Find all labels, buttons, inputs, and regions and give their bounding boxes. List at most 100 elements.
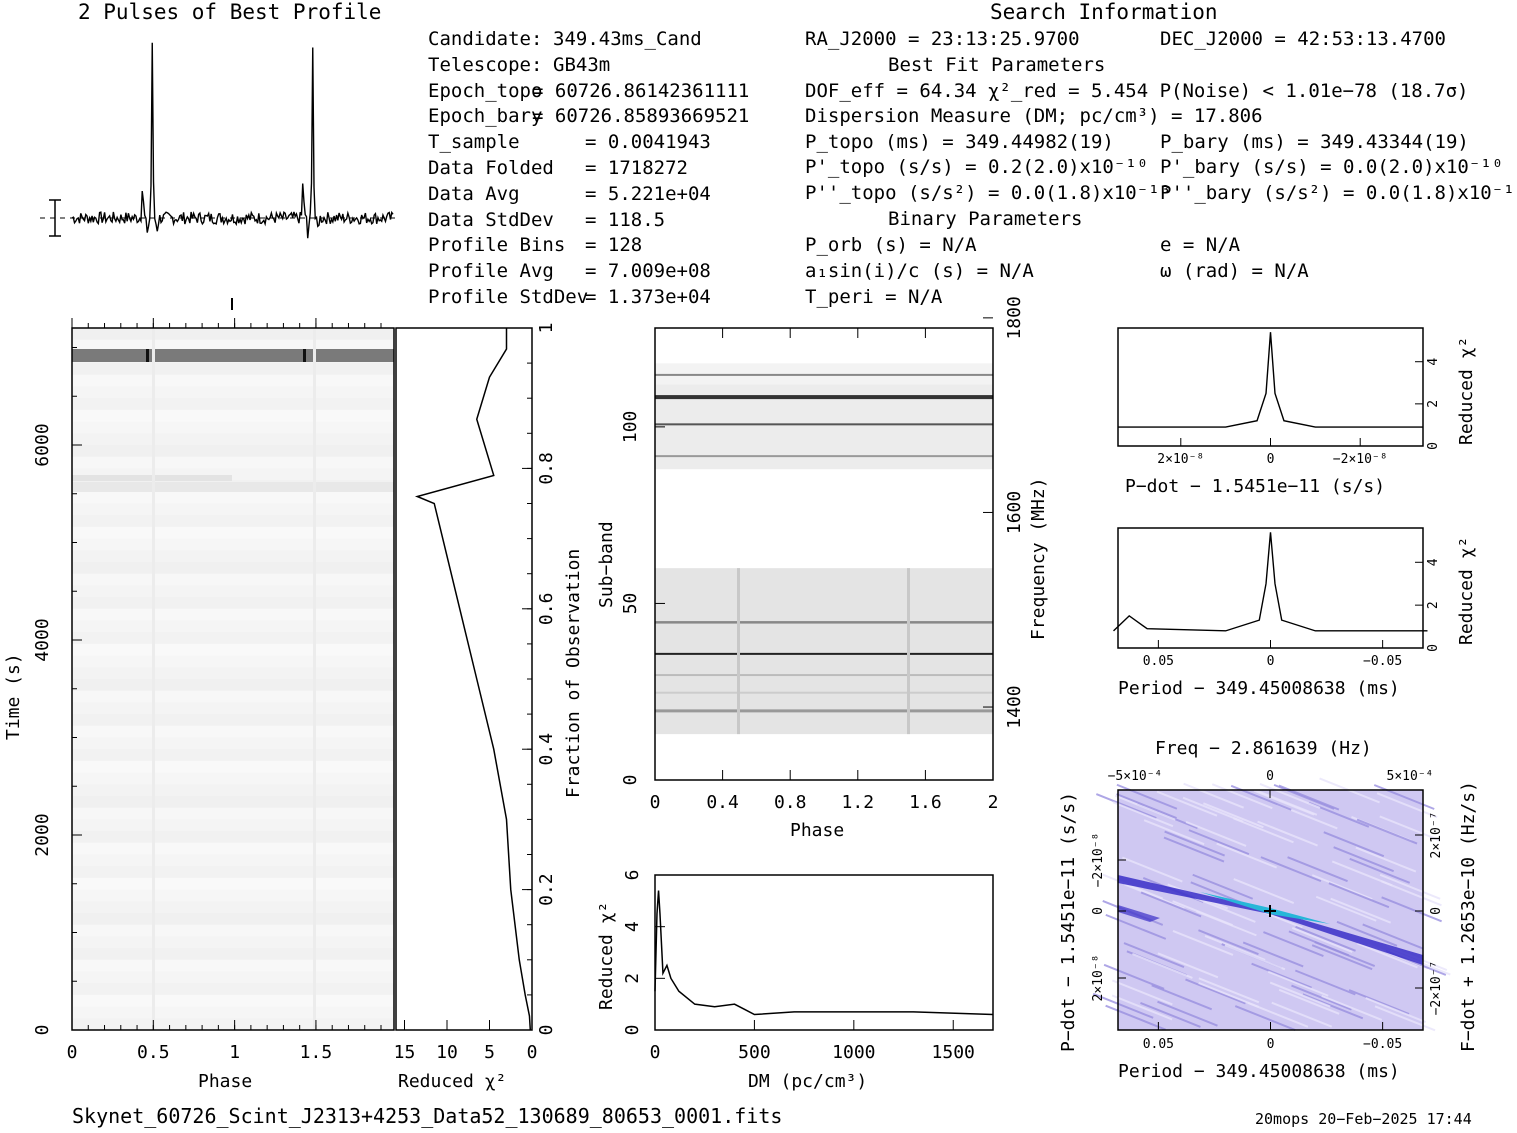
- ppdot-streak: [1381, 896, 1443, 923]
- fraction-ytick-label: 0.8: [536, 452, 557, 485]
- time-phase-ytick-label: 6000: [32, 423, 53, 466]
- fraction-ytick-label: 0.4: [536, 733, 557, 766]
- ppdot-ridge: [1118, 875, 1423, 965]
- time-phase-xtick-label: 1.5: [300, 1042, 333, 1063]
- ppdot-streak: [1263, 931, 1324, 957]
- time-phase-row: [72, 398, 394, 410]
- ppdot-streak: [1163, 836, 1225, 863]
- dm-xtick-label: 500: [738, 1042, 771, 1063]
- ppdot-streak: [1157, 1000, 1218, 1027]
- ppdot-streak: [1259, 783, 1321, 809]
- ppdot-streak: [1103, 963, 1165, 990]
- time-phase-row: [72, 760, 394, 773]
- ppdot-streak: [1164, 830, 1226, 857]
- ppdot-streak: [1348, 989, 1410, 1015]
- best-fit-title: Best Fit Parameters: [888, 54, 1106, 76]
- ppdot-streak: [1095, 793, 1157, 820]
- subband-channel-line: [655, 674, 993, 677]
- ppdot-streak: [1198, 929, 1259, 956]
- info-label: Epoch_topo: [428, 79, 543, 102]
- time-phase-row: [72, 679, 394, 691]
- ppdot-streak: [1291, 926, 1353, 953]
- subband-channel-line: [655, 395, 993, 400]
- time-phase-row: [72, 445, 394, 457]
- time-phase-row: [72, 983, 394, 995]
- info-label: Profile StdDev: [428, 286, 589, 308]
- time-phase-row: [72, 714, 394, 726]
- ppdot-streak: [1116, 783, 1178, 810]
- dm-xtick-label: 1000: [832, 1042, 875, 1063]
- ppdot-streak: [1183, 782, 1244, 809]
- subband-xtick-label: 2: [988, 792, 999, 813]
- time-phase-row: [72, 632, 394, 644]
- ppdot-streak: [1294, 969, 1356, 996]
- dof-text: DOF_eff = 64.34 χ²_red = 5.454 P(Noise) …: [805, 80, 1469, 102]
- redchi-xtick-label: 10: [436, 1042, 458, 1063]
- dm-ytick-label: 2: [622, 973, 643, 984]
- time-phase-row: [72, 725, 394, 738]
- ppdot-streak: [1362, 923, 1424, 950]
- pdot-xlabel: P−dot − 1.5451e−11 (s/s): [1125, 476, 1386, 497]
- time-phase-row: [72, 784, 394, 796]
- dec-text: DEC_J2000 = 42:53:13.4700: [1160, 28, 1446, 50]
- ppdot-xtick-label: 0: [1267, 1037, 1275, 1052]
- ppdot-ytick-label: 0: [1091, 907, 1106, 915]
- ppdot-streak: [1273, 783, 1335, 810]
- ppdot-streak: [1234, 1005, 1296, 1031]
- ppdot-streak: [1132, 953, 1193, 979]
- ppdot-y2tick-label: 2×10⁻⁷: [1429, 812, 1444, 859]
- ppdot-streak: [1204, 935, 1266, 961]
- time-phase-row: [72, 737, 394, 750]
- time-phase-row: [72, 339, 394, 352]
- ppdot-streak: [1269, 981, 1331, 1008]
- subband-band: [655, 568, 993, 735]
- filename-footer: Skynet_60726_Scint_J2313+4253_Data52_130…: [72, 1104, 783, 1128]
- time-phase-row: [72, 772, 394, 785]
- ppdot-ridge2: [1118, 905, 1160, 922]
- time-phase-row: [72, 526, 394, 539]
- subband-ytick-label: 100: [620, 411, 641, 444]
- ppdot-streak: [1336, 920, 1398, 947]
- time-phase-row: [72, 468, 394, 481]
- period-frame: [1117, 527, 1424, 649]
- time-phase-row: [72, 655, 394, 668]
- ppdot-streak: [1331, 860, 1393, 887]
- ppdot-streak: [1315, 895, 1377, 922]
- time-phase-row: [72, 866, 394, 878]
- fraction-ytick-label: 0.2: [536, 873, 557, 906]
- info-label: Epoch_bary: [428, 105, 543, 128]
- period-line: [1113, 532, 1428, 632]
- time-phase-xtick-label: 0.5: [137, 1042, 170, 1063]
- time-phase-row: [72, 842, 394, 855]
- ppdot-streak: [1105, 1004, 1166, 1031]
- info-value: = 128: [585, 234, 643, 257]
- time-phase-row: [72, 807, 394, 820]
- ppdot-streak: [1251, 962, 1312, 989]
- time-phase-row: [72, 608, 394, 621]
- ppdot-streak: [1114, 794, 1176, 821]
- redchi-time-frame: [395, 327, 533, 1031]
- binary-title: Binary Parameters: [888, 208, 1083, 230]
- profile-line: [71, 42, 394, 239]
- time-phase-ytick-label: 0: [32, 1025, 53, 1036]
- a1-text: a₁sin(i)/c (s) = N/A: [805, 260, 1034, 282]
- time-phase-bright-row: [72, 349, 394, 362]
- time-phase-pulse-col: [152, 328, 155, 1030]
- time-phase-ytick-label: 2000: [32, 813, 53, 856]
- dm-ytick-label: 6: [622, 870, 643, 881]
- ppdot-streak: [1143, 819, 1205, 846]
- time-phase-row: [72, 550, 394, 562]
- info-label: T_sample: [428, 131, 520, 154]
- p-bary-text: P_bary (ms) = 349.43344(19): [1160, 131, 1469, 153]
- ppdot-streak: [1357, 942, 1418, 969]
- time-phase-row: [72, 585, 394, 598]
- info-label: Data Folded: [428, 157, 554, 179]
- pdot-xtick-label: −2×10⁻⁸: [1333, 452, 1388, 467]
- ppdot-streak: [1111, 994, 1173, 1021]
- info-value: = 7.009e+08: [585, 260, 711, 283]
- ra-text: RA_J2000 = 23:13:25.9700: [805, 28, 1080, 50]
- time-phase-row: [72, 959, 394, 972]
- fraction-ytick-label: 1: [536, 323, 557, 334]
- ppdot-streak: [1124, 883, 1185, 910]
